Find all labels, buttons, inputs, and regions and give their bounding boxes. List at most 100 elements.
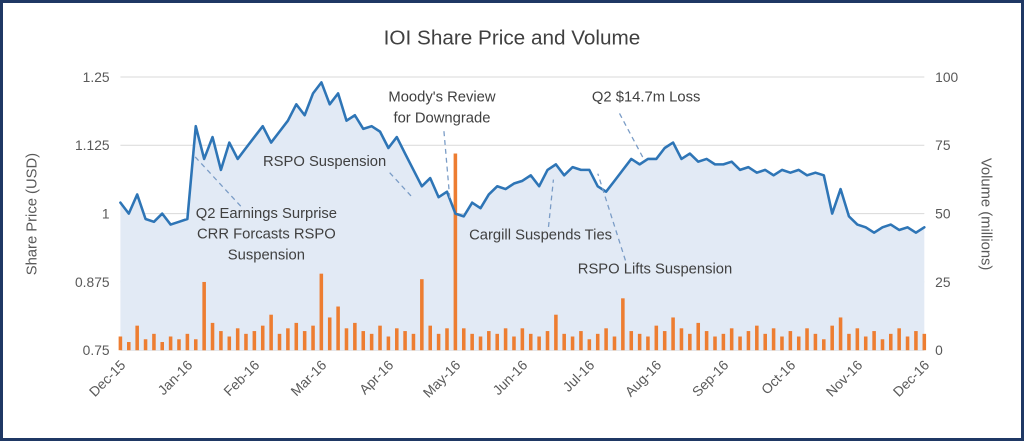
x-axis-label: Oct-16 — [759, 357, 799, 397]
volume-bar — [604, 328, 608, 351]
volume-bar — [252, 331, 257, 351]
volume-bar — [461, 328, 466, 351]
volume-bar — [202, 281, 206, 351]
volume-bar — [403, 331, 407, 351]
chart-title: IOI Share Price and Volume — [384, 26, 641, 49]
rspo-suspension-label: RSPO Suspension — [263, 154, 386, 170]
volume-bar — [361, 331, 366, 351]
volume-bar — [168, 336, 173, 351]
right-axis-tick-label: 100 — [935, 70, 958, 85]
x-axis-label: Aug-16 — [622, 357, 664, 399]
volume-bar — [914, 331, 918, 351]
left-axis-title: Share Price (USD) — [25, 153, 41, 275]
volume-bar — [369, 333, 374, 351]
moodys-review-leader-line — [443, 131, 451, 200]
volume-bar — [662, 331, 667, 351]
right-axis-tick-label: 75 — [935, 138, 951, 153]
volume-bar — [420, 279, 424, 351]
volume-bar — [185, 333, 190, 351]
volume-bar — [587, 339, 592, 351]
volume-bar — [688, 333, 692, 351]
volume-bar — [813, 333, 818, 351]
rspo-suspension-leader-line — [389, 172, 412, 197]
q2-earnings-leader-line — [191, 153, 242, 207]
volume-bar — [445, 328, 449, 351]
volume-bar — [286, 328, 290, 351]
volume-bar — [344, 328, 349, 351]
volume-bar — [353, 322, 357, 351]
q2-loss-label: Q2 $14.7m Loss — [592, 90, 700, 106]
volume-bar — [260, 325, 265, 351]
moodys-review-label: Moody's Review — [388, 90, 495, 106]
right-axis-title: Volume (millions) — [978, 158, 994, 271]
right-axis-tick-label: 50 — [935, 207, 951, 222]
volume-bar — [595, 333, 600, 351]
volume-bar — [755, 325, 759, 351]
volume-bar — [771, 328, 776, 351]
volume-bar — [478, 336, 483, 351]
volume-bar — [822, 339, 826, 351]
volume-bar — [579, 331, 583, 351]
volume-bar — [512, 336, 516, 351]
volume-bar — [227, 336, 232, 351]
x-axis-label: Jun-16 — [490, 357, 531, 398]
volume-bar — [721, 333, 726, 351]
volume-bar — [219, 331, 223, 351]
volume-bar — [646, 336, 650, 351]
volume-bar — [503, 328, 508, 351]
volume-bar — [796, 336, 801, 351]
volume-bar — [889, 333, 893, 351]
volume-bar — [855, 328, 860, 351]
volume-bar — [395, 328, 399, 351]
x-axis-label: Feb-16 — [221, 357, 263, 399]
rspo-lifts-leader-line — [597, 173, 627, 261]
cargill-leader-line — [547, 179, 555, 227]
x-axis-label: May-16 — [420, 357, 463, 400]
volume-bar — [537, 336, 541, 351]
volume-bar — [729, 328, 734, 351]
rspo-lifts-label: RSPO Lifts Suspension — [578, 261, 732, 277]
x-axis-label: Apr-16 — [357, 357, 397, 397]
volume-bar — [235, 328, 240, 351]
volume-bar — [428, 325, 433, 351]
volume-bar — [612, 336, 617, 351]
volume-bar — [671, 317, 675, 351]
volume-bar — [847, 333, 851, 351]
volume-bar — [905, 336, 910, 351]
volume-bar — [487, 331, 491, 351]
x-axis-label: Mar-16 — [288, 357, 330, 399]
price-volume-chart: 1.25 1.125 1 0.875 0.75 100 75 50 25 0 Dec-15 Jan-1… — [25, 26, 994, 400]
volume-bar — [788, 331, 793, 351]
volume-bar — [135, 325, 139, 351]
volume-bar — [713, 336, 717, 351]
volume-bar — [127, 342, 131, 351]
x-axis-label: Sep-16 — [689, 357, 731, 399]
volume-bar — [629, 331, 634, 351]
cargill-label: Cargill Suspends Ties — [469, 228, 612, 244]
volume-bar — [654, 325, 659, 351]
volume-bar — [160, 342, 165, 351]
volume-bar — [570, 336, 575, 351]
volume-bar — [838, 317, 843, 351]
volume-bar — [780, 336, 784, 351]
q2-earnings-label: Suspension — [228, 247, 305, 263]
volume-bar — [830, 325, 834, 351]
volume-bar — [738, 336, 742, 351]
right-axis-tick-label: 0 — [935, 343, 943, 358]
volume-bar — [562, 333, 566, 351]
volume-bar — [922, 333, 927, 351]
q2-earnings-label: CRR Forcasts RSPO — [197, 227, 336, 243]
volume-bar — [269, 314, 273, 351]
q2-earnings-label: Q2 Earnings Surprise — [196, 206, 337, 222]
volume-bar — [118, 336, 123, 351]
volume-bar — [746, 331, 751, 351]
volume-bar — [763, 333, 767, 351]
volume-bar — [436, 333, 441, 351]
volume-bar — [302, 331, 307, 351]
x-axis-label: Dec-16 — [890, 357, 932, 399]
volume-bar — [311, 325, 315, 351]
volume-bar — [872, 331, 876, 351]
left-axis-tick-label: 0.875 — [75, 275, 110, 290]
volume-bar — [528, 333, 533, 351]
